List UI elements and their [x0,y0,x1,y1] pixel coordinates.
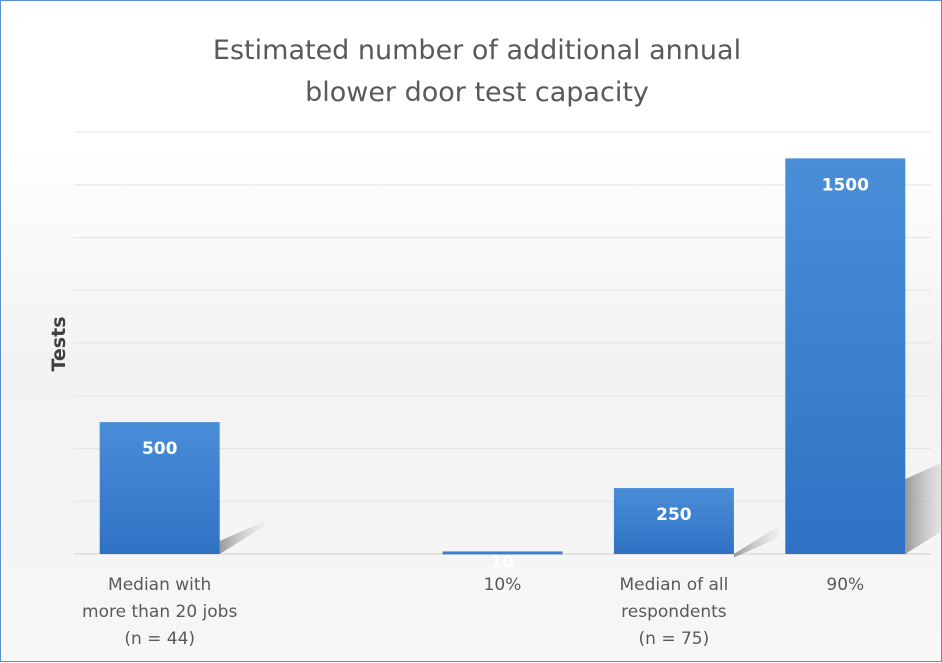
bar-shadow [734,526,779,558]
bar-shadow [220,521,265,554]
data-labels: 500 10 250 1500 [142,175,869,572]
x-tick-label: 90% [826,575,864,595]
data-label: 500 [142,439,178,459]
chart-title-line-2: blower door test capacity [305,77,649,108]
x-tick-label: 10% [484,575,522,595]
data-label: 250 [656,505,692,525]
data-label: 10 [491,552,515,572]
x-tick-label: Median of all respondents (n = 75) [619,575,728,649]
bars [100,158,906,554]
chart-title-line-1: Estimated number of additional annual [213,35,741,66]
y-axis-label: Tests [48,316,70,371]
x-tick-label: Median with more than 20 jobs (n = 44) [82,575,237,649]
bar-shadow [905,459,942,554]
bar-4 [785,158,905,554]
data-label: 1500 [822,175,869,195]
